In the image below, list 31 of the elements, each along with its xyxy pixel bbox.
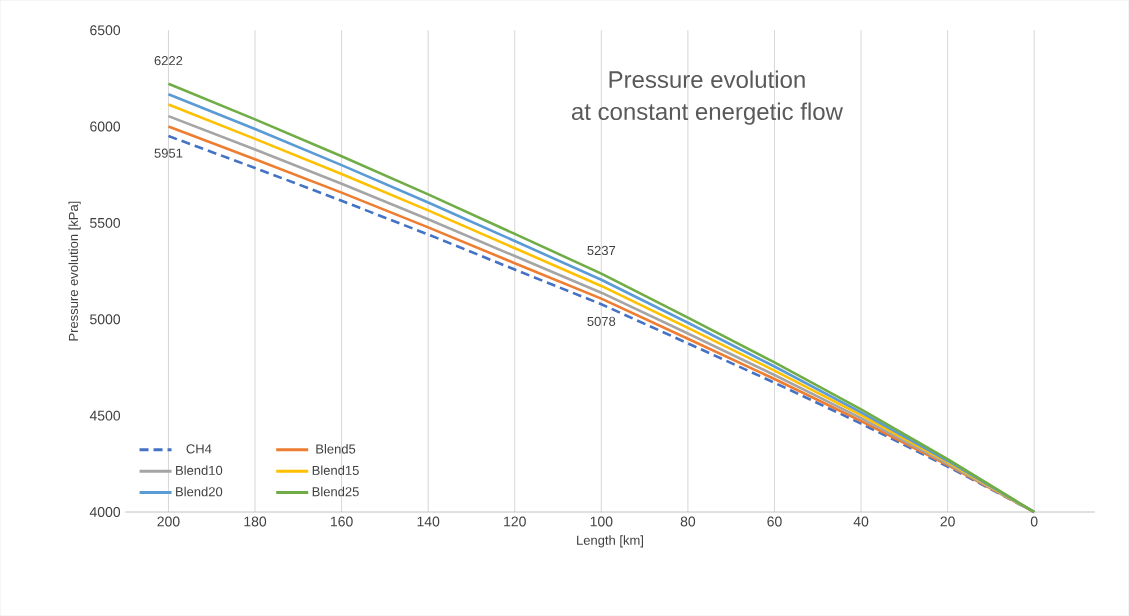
text: at constant energetic flow bbox=[571, 102, 843, 125]
x-tick-label: 80 bbox=[680, 516, 696, 527]
legend-label: Blend5 bbox=[316, 444, 356, 454]
y-tick-label: 4000 bbox=[89, 506, 121, 517]
x-tick-label: 40 bbox=[853, 516, 869, 527]
data-label: 5951 bbox=[154, 148, 183, 158]
legend-label: Blend25 bbox=[312, 486, 359, 497]
y-axis-title: Pressure evolution [kPa] bbox=[68, 201, 81, 341]
legend-label: Blend20 bbox=[176, 486, 223, 497]
x-tick-label: 140 bbox=[417, 516, 440, 527]
x-tick-label: 120 bbox=[504, 516, 526, 527]
y-tick-label: 6500 bbox=[90, 25, 121, 36]
x-tick-label: 180 bbox=[244, 516, 267, 527]
x-tick-label: 200 bbox=[157, 516, 180, 527]
x-tick-label: 160 bbox=[330, 516, 353, 527]
data-label: 6222 bbox=[154, 55, 183, 66]
data-label: 5237 bbox=[587, 245, 616, 255]
legend-label: Blend15 bbox=[312, 465, 359, 475]
y-tick-label: 5500 bbox=[90, 217, 121, 228]
x-tick-label: 0 bbox=[1030, 516, 1038, 527]
legend-label: Blend10 bbox=[176, 465, 223, 475]
y-tick-label: 4500 bbox=[89, 410, 121, 421]
text: Pressure evolution bbox=[609, 70, 805, 89]
legend-label: CH4 bbox=[186, 444, 212, 454]
x-tick-label: 20 bbox=[940, 516, 955, 527]
x-tick-label: 60 bbox=[767, 516, 782, 527]
y-tick-label: 6000 bbox=[90, 121, 121, 132]
x-axis-title: Length [km] bbox=[577, 535, 643, 548]
y-tick-label: 5000 bbox=[90, 314, 121, 325]
data-label: 5078 bbox=[587, 316, 616, 326]
x-tick-label: 100 bbox=[590, 516, 613, 527]
